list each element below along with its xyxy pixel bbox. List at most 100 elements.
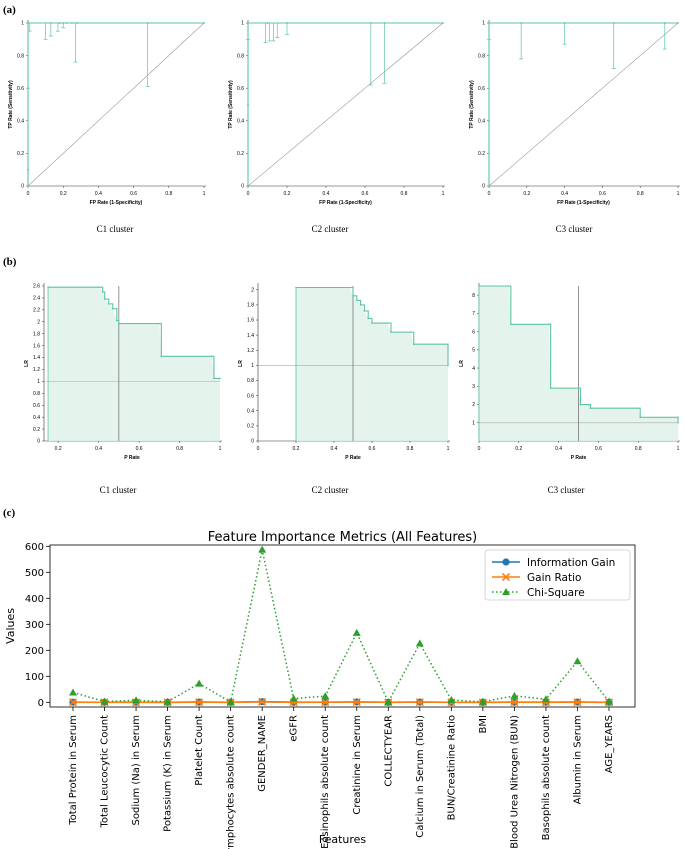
roc-point (58, 22, 61, 24)
legend-swatch-marker (502, 558, 510, 566)
roc-point (247, 103, 249, 106)
y-tick-label: 1.4 (33, 355, 40, 361)
lr-point (363, 310, 366, 312)
panel-label-a: (a) (3, 4, 16, 16)
y-tick-label: 1.2 (33, 367, 40, 373)
x-tick-label: 1 (219, 446, 222, 452)
lr-point (413, 343, 415, 346)
roc-point (49, 22, 52, 24)
x-tick-label: 0.2 (515, 446, 522, 452)
roc-point (146, 22, 149, 24)
data-point (605, 697, 613, 705)
x-tick-label: 0.6 (130, 191, 137, 197)
x-tick-label: Platelet Count (194, 715, 205, 786)
y-axis-label: Values (4, 608, 17, 644)
legend-entry-label: Gain Ratio (527, 572, 581, 584)
lr-point (508, 285, 510, 287)
data-point (352, 698, 361, 707)
y-axis-label: TP Rate (Sensitivity) (8, 80, 14, 129)
roc-point (488, 119, 490, 122)
data-point (415, 639, 424, 647)
plot-frame (49, 544, 636, 708)
y-tick-label: 0.8 (17, 53, 24, 59)
y-axis-label: LR (459, 360, 465, 367)
data-point (415, 698, 424, 707)
lr-point (158, 322, 161, 325)
y-tick-label: 0.2 (247, 424, 254, 430)
lr-point (211, 355, 213, 358)
data-point (195, 698, 204, 707)
x-tick-label: 0.8 (165, 191, 172, 197)
x-tick-label: 0.6 (595, 446, 602, 452)
roc-point (677, 22, 679, 24)
roc-point (266, 22, 269, 24)
x-tick-label: 0.8 (635, 446, 642, 452)
data-point (321, 698, 330, 707)
y-tick-label: 0 (38, 698, 44, 709)
lr-point (547, 323, 550, 326)
y-tick-label: 2 (37, 319, 40, 325)
cluster-caption: C2 cluster (312, 485, 349, 495)
x-axis-label: FP Rate (1-Specificity) (557, 200, 610, 206)
data-point (69, 688, 77, 696)
roc-point (203, 22, 205, 24)
lr-point (447, 364, 449, 367)
y-tick-label: 0 (37, 439, 40, 445)
series-chi-square (69, 545, 613, 706)
lr-point (639, 416, 641, 419)
y-tick-label: 2.4 (33, 296, 40, 302)
data-point (510, 691, 519, 699)
x-tick-label: 0.2 (293, 446, 300, 452)
x-tick-label: 0 (488, 191, 491, 197)
y-tick-label: 500 (25, 568, 44, 579)
x-tick-label: Calcium in Serum (Total) (415, 715, 426, 838)
legend: Information Gain Gain Ratio Chi-Square (484, 549, 631, 601)
x-tick-label: BMI (478, 715, 489, 733)
x-tick-label: AGE_YEARS (604, 715, 615, 773)
x-tick-label: eGFR (289, 715, 300, 742)
lr-point (116, 319, 118, 322)
lr-point (409, 331, 411, 333)
y-tick-label: 2 (251, 287, 254, 293)
y-axis-label: LR (24, 360, 30, 367)
y-tick-label: 5 (472, 348, 475, 354)
data-point (447, 695, 456, 703)
y-tick-label: 0.4 (247, 408, 254, 414)
lr-point (47, 286, 49, 288)
legend-entry-label: Chi-Square (527, 587, 585, 599)
lr-shaded-area (48, 287, 221, 441)
cluster-caption: C3 cluster (556, 224, 593, 234)
roc-point (27, 168, 29, 171)
y-tick-label: 0.2 (17, 151, 24, 157)
x-tick-label: 0.6 (136, 446, 143, 452)
y-tick-label: 0.2 (237, 151, 244, 157)
data-point (510, 698, 519, 707)
lr-point (478, 285, 480, 287)
x-tick-label: Potassium (K) in Serum (163, 715, 174, 832)
y-tick-label: 1.4 (247, 333, 254, 339)
lr-point (348, 286, 351, 289)
y-tick-label: 0.6 (237, 86, 244, 92)
x-tick-label: Total Protein in Serum (68, 715, 79, 826)
legend-swatch-marker (501, 572, 511, 582)
data-point (132, 696, 141, 704)
y-tick-label: 0 (21, 184, 24, 190)
y-axis-label: TP Rate (Sensitivity) (228, 80, 234, 129)
lr-step-curve (296, 286, 449, 366)
roc-point (286, 22, 288, 24)
chance-diagonal-line (488, 22, 679, 187)
lr-chart-2: 0 0.2 0.4 0.6 0.8 1 0 0.2 0.4 0.6 0.8 1 1.2 1.4 1.6 1.8… (238, 283, 450, 495)
x-tick-label: 0.6 (362, 191, 369, 197)
roc-point (520, 22, 523, 24)
lr-point (367, 317, 370, 320)
y-tick-label: 0.6 (17, 86, 24, 92)
y-tick-label: 0.4 (33, 415, 40, 421)
roc-point (71, 22, 73, 24)
x-tick-label: Basophils absolute count (541, 715, 552, 840)
y-tick-label: 0 (251, 439, 254, 445)
y-tick-label: 1.6 (33, 343, 40, 349)
x-axis-label: FP Rate (1-Specificity) (90, 200, 143, 206)
lr-point (510, 323, 512, 326)
data-point (195, 679, 204, 687)
x-tick-label: 0 (257, 446, 260, 452)
